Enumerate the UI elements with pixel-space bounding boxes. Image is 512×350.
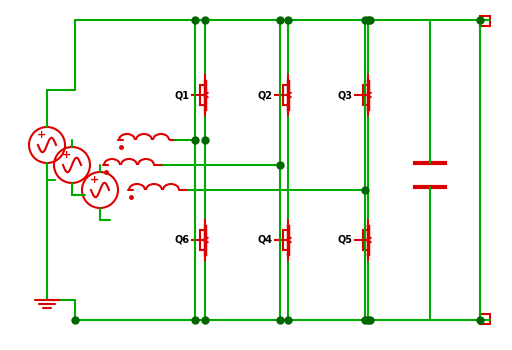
- Bar: [480, 314, 490, 324]
- Text: Q5: Q5: [337, 235, 352, 245]
- Text: +: +: [62, 150, 71, 160]
- Text: Q1: Q1: [175, 90, 189, 100]
- Text: Q4: Q4: [258, 235, 272, 245]
- Text: Q6: Q6: [175, 235, 189, 245]
- Text: +: +: [90, 175, 99, 185]
- Text: Q3: Q3: [337, 90, 352, 100]
- Bar: [480, 16, 490, 26]
- Text: +: +: [37, 130, 46, 140]
- Text: Q2: Q2: [258, 90, 272, 100]
